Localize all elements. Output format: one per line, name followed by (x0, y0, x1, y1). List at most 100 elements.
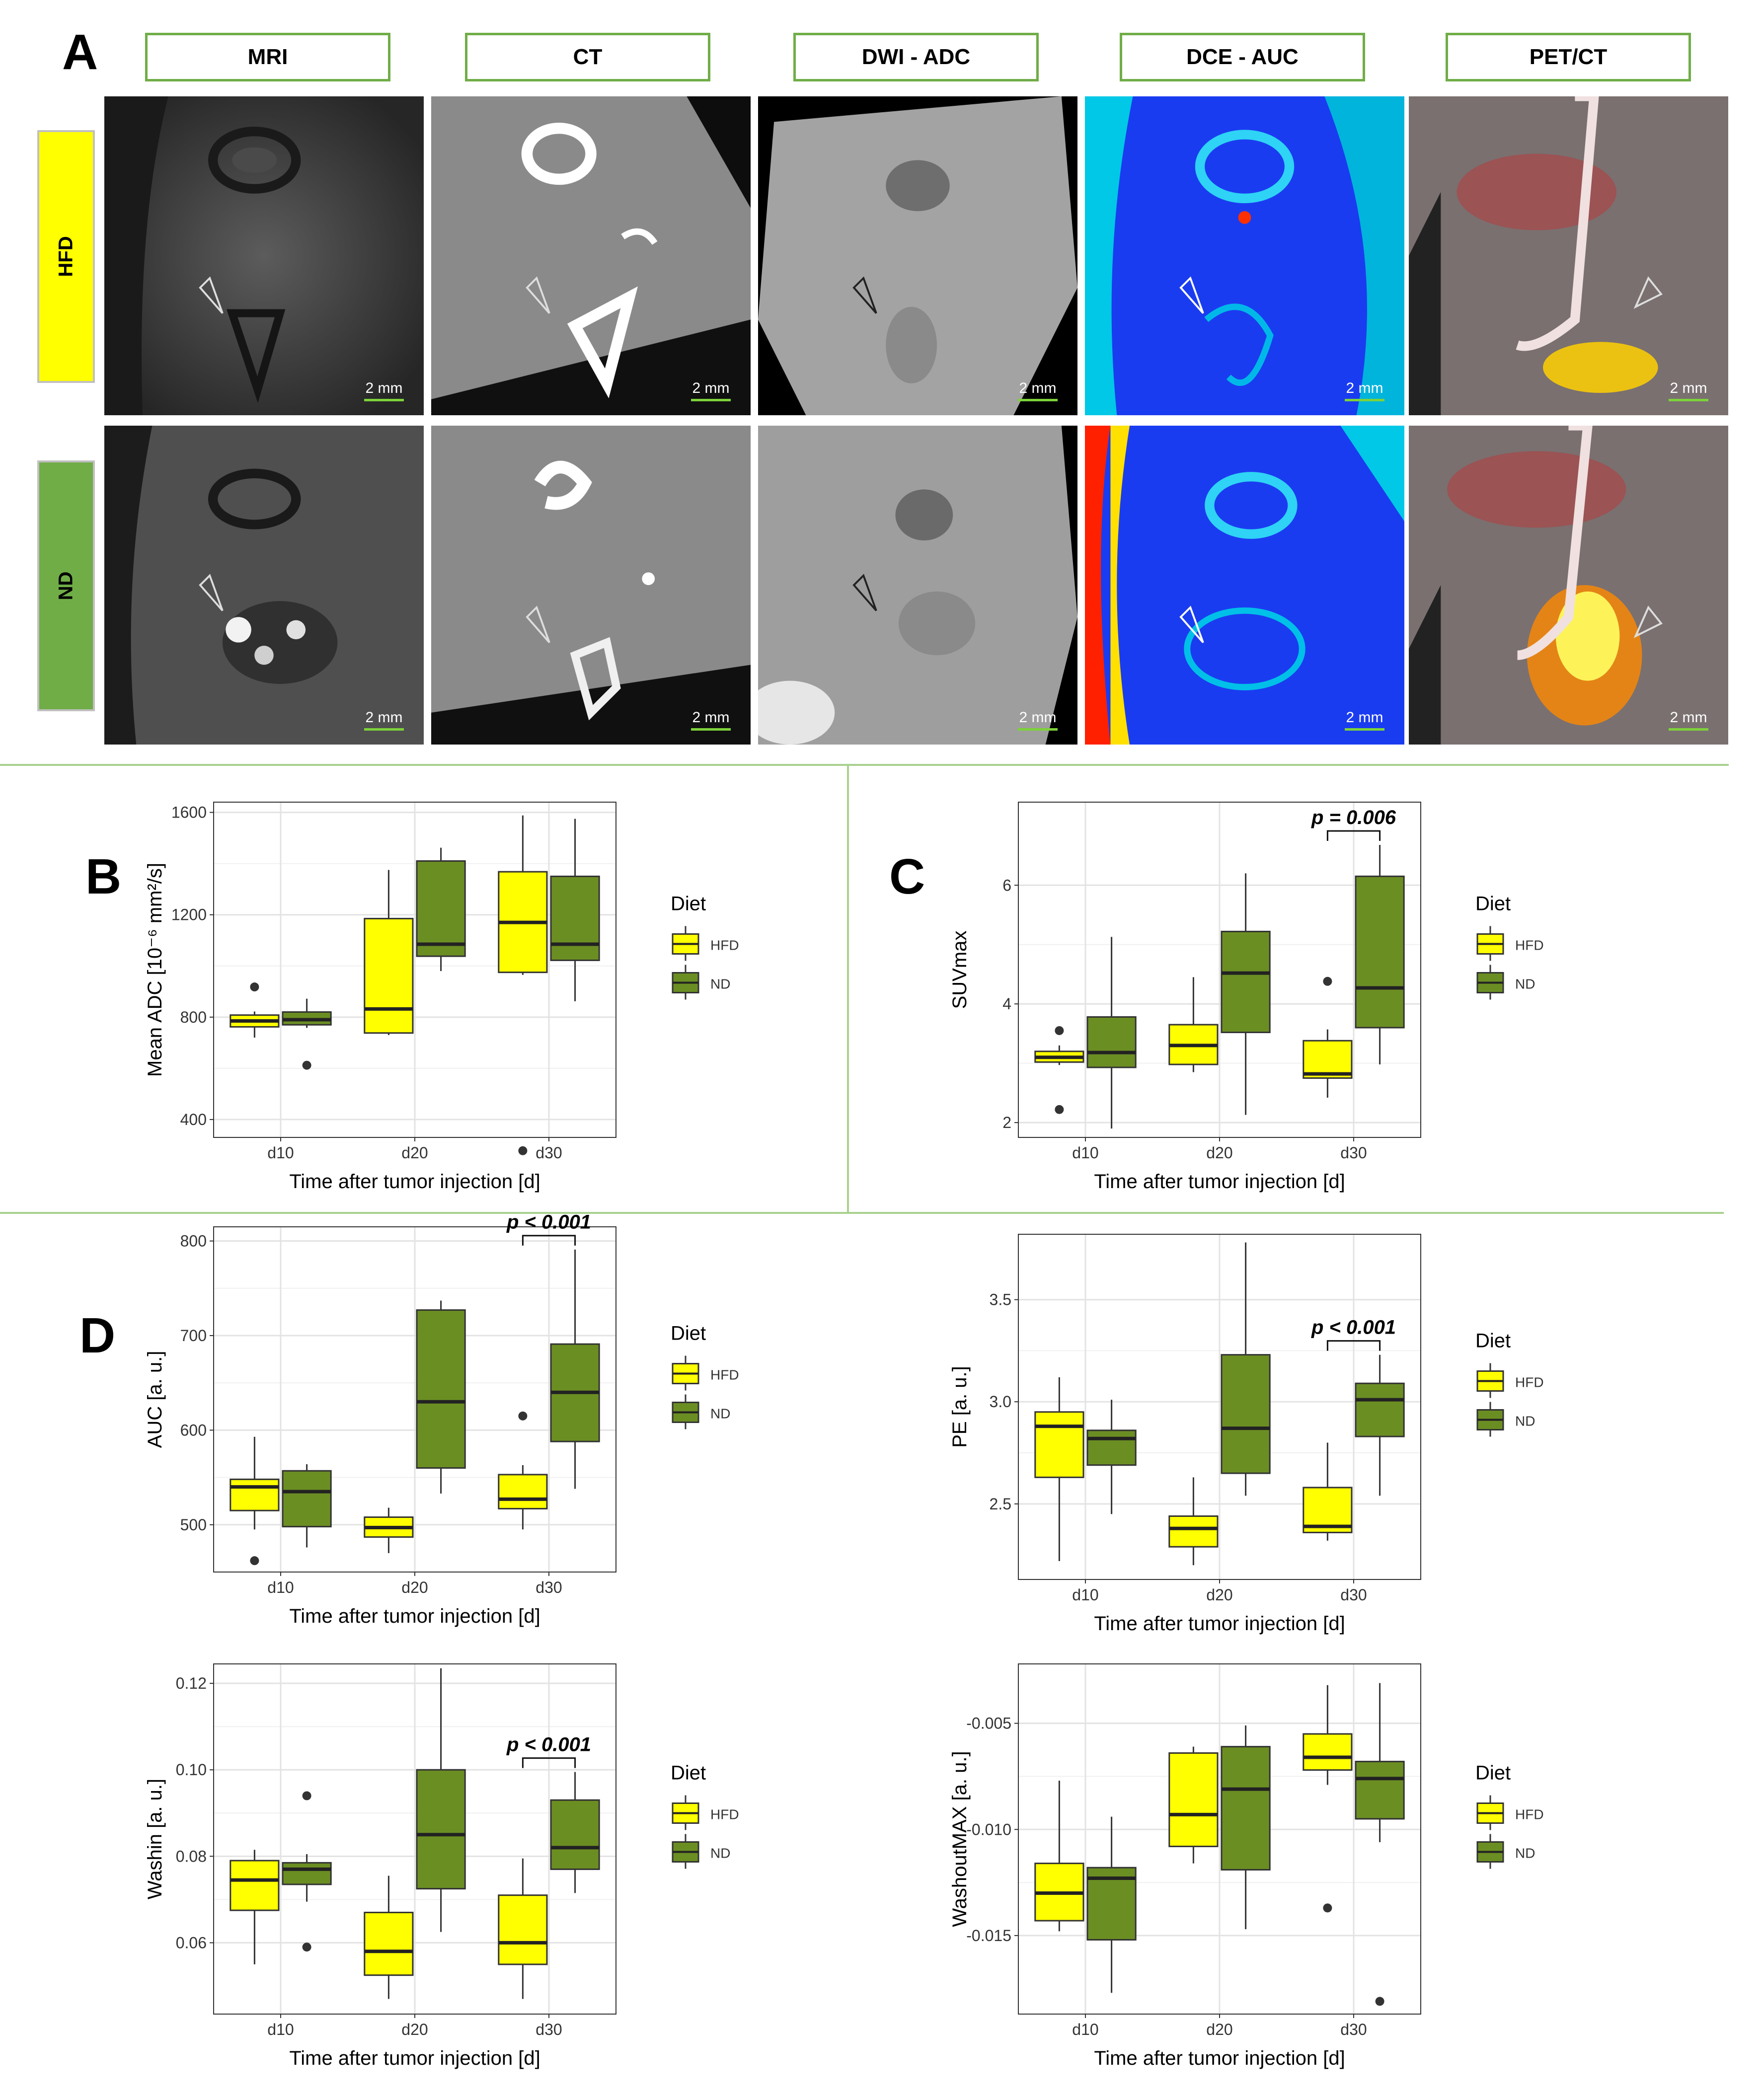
chart-d-pe: 2.5 3.0 3.5 d10 d20 d30 p < 0.001 Time after tu… (944, 1219, 1639, 1659)
chart-d-washin: 0.06 0.08 0.10 0.12 d10 d20 d30 p < 0.001 Time a… (139, 1649, 835, 2094)
x-tick-label: d10 (1072, 2021, 1098, 2038)
significance-label: p = 0.006 (1311, 807, 1396, 828)
box-nd (1355, 1382, 1405, 1437)
outlier-point (250, 1556, 259, 1566)
x-tick-label: d20 (401, 2021, 428, 2038)
box-nd (550, 875, 600, 961)
column-header-dce-auc: DCE - AUC (1120, 33, 1365, 81)
outlier-point (1323, 1903, 1332, 1913)
plot-border (1018, 802, 1421, 1138)
outlier-point (1375, 1997, 1384, 2006)
outlier-point (1323, 976, 1332, 986)
chart-c-svg: 2 4 6 d10 d20 d30 p = 0.006 Time after tumor in… (949, 802, 1544, 1193)
x-tick-label: d30 (1340, 2021, 1367, 2038)
legend-title: Diet (1475, 1330, 1511, 1352)
column-header-pet-ct: PET/CT (1446, 33, 1691, 81)
scale-bar: 2 mm (364, 709, 404, 731)
box-hfd (364, 917, 414, 1034)
outlier-point (1055, 1026, 1064, 1035)
significance-bracket (522, 1235, 576, 1246)
plot-border (1018, 1663, 1421, 2015)
box-nd (1355, 875, 1405, 1029)
x-axis-title: Time after tumor injection [d] (1094, 2047, 1345, 2069)
x-tick-label: d30 (536, 1144, 562, 1162)
scale-bar: 2 mm (364, 380, 404, 401)
y-tick-label: 600 (180, 1421, 207, 1439)
legend-title: Diet (1475, 1762, 1511, 1784)
box-hfd (1303, 1733, 1353, 1771)
box-nd (416, 860, 466, 957)
box-nd (1221, 1354, 1271, 1474)
significance-bracket (1326, 830, 1381, 841)
x-tick-label: d10 (1072, 1144, 1098, 1162)
scale-bar: 2 mm (1018, 380, 1058, 401)
y-tick-label: 3.0 (990, 1393, 1011, 1411)
x-axis-title: Time after tumor injection [d] (1094, 1171, 1345, 1193)
column-header-ct: CT (465, 33, 710, 81)
image-ct-hfd: 2 mm (431, 96, 751, 415)
x-tick-label: d20 (1206, 2021, 1232, 2038)
panel-label-c: C (889, 849, 925, 904)
y-axis-title: PE [a. u.] (949, 1366, 971, 1448)
box-nd (550, 1799, 600, 1870)
box-nd (416, 1309, 466, 1469)
significance-label: p < 0.001 (1311, 1317, 1396, 1339)
legend-title: Diet (1475, 893, 1511, 915)
legend-label-nd: ND (710, 976, 730, 992)
outlier-point (302, 1943, 311, 1952)
box-nd (1221, 930, 1271, 1034)
box-nd (282, 1470, 332, 1528)
row-label-hfd-text: HFD (55, 236, 77, 277)
outlier-point (302, 1791, 311, 1800)
scale-bar: 2 mm (1669, 380, 1708, 401)
y-axis-title: Mean ADC [10⁻⁶ mm²/s] (144, 863, 166, 1077)
chart-d-washin-svg: 0.06 0.08 0.10 0.12 d10 d20 d30 p < 0.001 Time a… (144, 1663, 739, 2069)
legend-label-hfd: HFD (710, 1807, 739, 1822)
x-tick-label: d10 (267, 1578, 294, 1596)
legend-title: Diet (671, 1323, 706, 1345)
chart-d-pe-svg: 2.5 3.0 3.5 d10 d20 d30 p < 0.001 Time after tu… (949, 1234, 1544, 1635)
x-tick-label: d20 (1206, 1586, 1232, 1604)
legend-label-nd: ND (1515, 976, 1535, 992)
box-nd (416, 1769, 466, 1890)
x-tick-label: d20 (401, 1578, 428, 1596)
y-axis-title: Washin [a. u.] (144, 1779, 166, 1899)
x-tick-label: d10 (267, 1144, 294, 1162)
x-axis-title: Time after tumor injection [d] (289, 2047, 540, 2069)
legend-title: Diet (671, 893, 706, 915)
outlier-point (302, 1060, 311, 1070)
plot-border (213, 1226, 616, 1573)
y-tick-label: 0.10 (176, 1761, 207, 1779)
y-tick-label: 500 (180, 1516, 207, 1534)
divider-horizontal-top (0, 764, 1729, 766)
outlier-point (250, 982, 259, 992)
outlier-point (518, 1411, 528, 1421)
y-tick-label: 4 (1002, 995, 1011, 1013)
x-tick-label: d20 (1206, 1144, 1232, 1162)
y-axis-title: AUC [a. u.] (144, 1351, 166, 1448)
legend-title: Diet (671, 1762, 706, 1784)
column-header-mri: MRI (145, 33, 390, 81)
image-dwi-adc-hfd: 2 mm (758, 96, 1077, 415)
panel-label-b: B (85, 849, 122, 904)
image-dce-auc-nd: 2 mm (1085, 426, 1404, 745)
chart-b-adc: 400 800 1200 1600 d10 d20 d30 Time after tumor … (139, 787, 835, 1217)
significance-bracket (1326, 1340, 1381, 1351)
y-tick-label: 2 (1002, 1114, 1011, 1131)
box-hfd (498, 1894, 548, 1965)
box-nd (1221, 1746, 1271, 1871)
chart-d-washout: -0.015 -0.010 -0.005 d10 d20 d30 Time after tu… (944, 1649, 1639, 2094)
legend-label-nd: ND (710, 1406, 730, 1422)
row-label-nd: ND (37, 460, 95, 711)
image-dwi-adc-nd: 2 mm (758, 426, 1077, 745)
chart-d-auc: 500 600 700 800 d10 d20 d30 p < 0.001 Time after… (139, 1211, 835, 1651)
scale-bar: 2 mm (1669, 709, 1708, 731)
significance-label: p < 0.001 (506, 1211, 591, 1233)
chart-b-svg: 400 800 1200 1600 d10 d20 d30 Time after tumor … (144, 802, 739, 1193)
outlier-point (1055, 1105, 1064, 1114)
legend-label-nd: ND (1515, 1414, 1535, 1429)
x-tick-label: d30 (1340, 1144, 1367, 1162)
x-axis-title: Time after tumor injection [d] (289, 1605, 540, 1627)
x-tick-label: d30 (536, 2021, 562, 2038)
x-tick-label: d20 (401, 1144, 428, 1162)
